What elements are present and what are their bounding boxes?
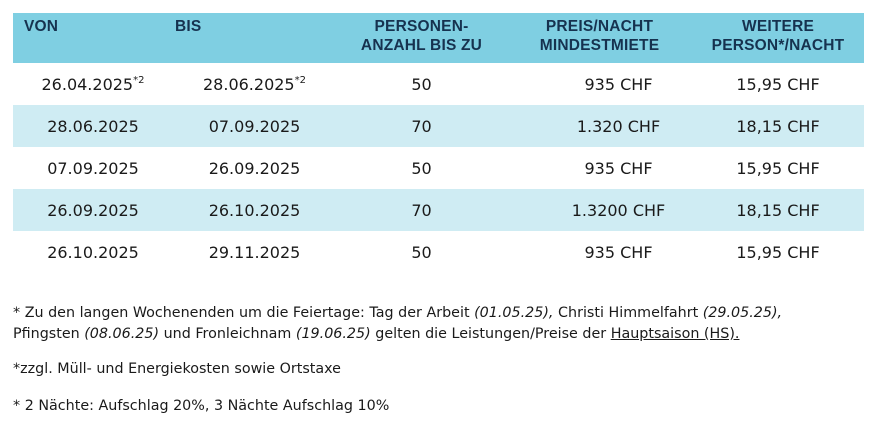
cell-von: 26.09.2025: [13, 189, 173, 231]
header-preis-nacht: PREIS/NACHT MINDESTMIETE: [507, 13, 692, 63]
cell-bis: 26.09.2025: [208, 158, 301, 178]
cell-preis: 1.3200 CHF: [507, 189, 692, 231]
cell-von: 26.04.2025*2: [41, 74, 145, 94]
cell-von: 28.06.2025: [13, 105, 173, 147]
cell-personen: 50: [411, 158, 432, 178]
cell-preis: 1.320 CHF: [507, 105, 692, 147]
cell-bis: 07.09.2025: [173, 105, 336, 147]
header-personenanzahl: PERSONEN- ANZAHL BIS ZU: [336, 13, 507, 63]
pricing-table: VON BIS PERSONEN- ANZAHL BIS ZU PREIS/NAC…: [13, 13, 864, 273]
footnotes: * Zu den langen Wochenenden um die Feier…: [13, 303, 883, 417]
cell-personen: 50: [411, 74, 432, 94]
cell-preis: 935 CHF: [584, 242, 653, 262]
cell-von: 26.10.2025: [47, 242, 139, 262]
footnote-mark: *2: [133, 74, 145, 86]
footnote-surcharge: * 2 Nächte: Aufschlag 20%, 3 Nächte Aufs…: [13, 398, 390, 414]
table-row: 07.09.2025 26.09.2025 50 935 CHF 15,95 C…: [13, 147, 864, 189]
cell-von: 07.09.2025: [47, 158, 139, 178]
footnote-mark: *2: [294, 74, 306, 86]
cell-personen: 70: [336, 189, 507, 231]
header-von: VON: [13, 13, 173, 63]
cell-weitere: 15,95 CHF: [736, 242, 820, 262]
cell-personen: 70: [336, 105, 507, 147]
footnote-extra-costs: *zzgl. Müll- und Energiekosten sowie Ort…: [13, 361, 341, 377]
cell-bis: 26.10.2025: [173, 189, 336, 231]
footnote-holidays: * Zu den langen Wochenenden um die Feier…: [13, 305, 783, 342]
cell-weitere: 18,15 CHF: [692, 105, 864, 147]
cell-personen: 50: [411, 242, 432, 262]
cell-preis: 935 CHF: [584, 74, 653, 94]
cell-bis: 29.11.2025: [208, 242, 301, 262]
cell-weitere: 15,95 CHF: [736, 158, 820, 178]
table-row: 26.04.2025*2 28.06.2025*2 50 935 CHF 15,…: [13, 63, 864, 105]
cell-weitere: 18,15 CHF: [692, 189, 864, 231]
hauptsaison-link[interactable]: Hauptsaison (HS).: [610, 326, 740, 342]
cell-preis: 935 CHF: [584, 158, 653, 178]
header-weitere-person: WEITERE PERSON*/NACHT: [692, 13, 864, 63]
cell-bis: 28.06.2025*2: [203, 74, 306, 94]
table-row: 28.06.2025 07.09.2025 70 1.320 CHF 18,15…: [13, 105, 864, 147]
table-row: 26.10.2025 29.11.2025 50 935 CHF 15,95 C…: [13, 231, 864, 273]
table-header-row: VON BIS PERSONEN- ANZAHL BIS ZU PREIS/NAC…: [13, 13, 864, 63]
table-row: 26.09.2025 26.10.2025 70 1.3200 CHF 18,1…: [13, 189, 864, 231]
cell-weitere: 15,95 CHF: [736, 74, 820, 94]
header-bis: BIS: [173, 13, 336, 63]
